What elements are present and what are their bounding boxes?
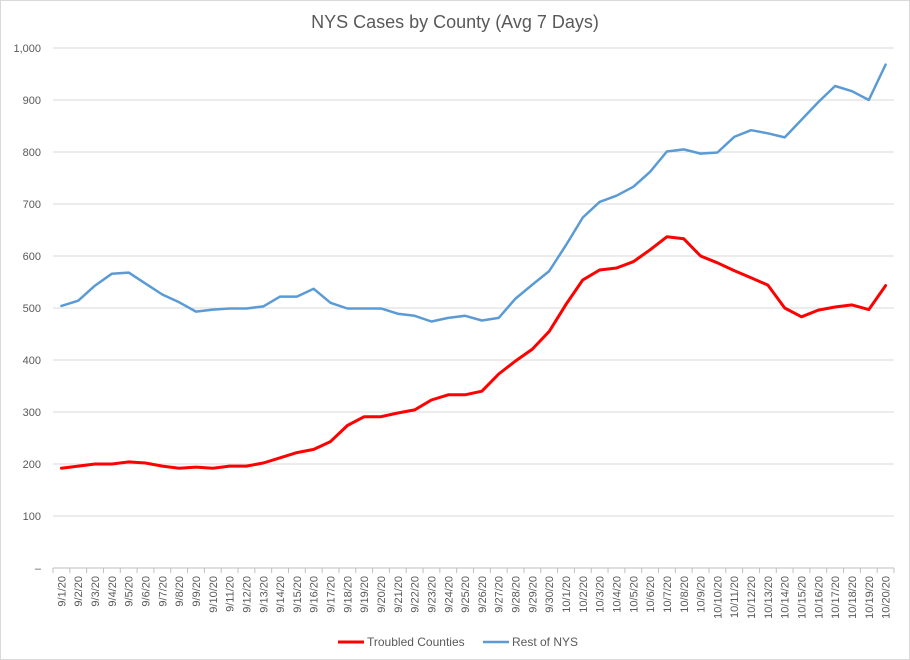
x-tick-label: 9/28/20 — [511, 576, 523, 613]
x-tick-label: 9/19/20 — [359, 576, 371, 613]
x-tick-label: 9/13/20 — [258, 576, 270, 613]
legend: Troubled Counties Rest of NYS — [338, 635, 578, 649]
x-tick-label: 9/6/20 — [141, 576, 153, 607]
x-tick-label: 10/20/20 — [881, 576, 893, 619]
x-tick-label: 10/10/20 — [712, 576, 724, 619]
x-tick-label: 10/4/20 — [611, 576, 623, 613]
x-tick-label: 9/22/20 — [410, 576, 422, 613]
x-tick-label: 10/16/20 — [813, 576, 825, 619]
chart-title: NYS Cases by County (Avg 7 Days) — [311, 12, 599, 32]
y-tick-label: 400 — [23, 355, 41, 367]
x-tick-label: 9/24/20 — [443, 576, 455, 613]
x-tick-label: 9/20/20 — [376, 576, 388, 613]
x-tick-label: 10/14/20 — [780, 576, 792, 619]
x-tick-label: 9/12/20 — [241, 576, 253, 613]
x-tick-label: 10/17/20 — [830, 576, 842, 619]
x-tick-label: 9/8/20 — [174, 576, 186, 607]
x-tick-label: 10/15/20 — [796, 576, 808, 619]
x-tick-label: 9/1/20 — [56, 576, 68, 607]
series-lines — [59, 63, 888, 470]
legend-troubled-counties-label: Troubled Counties — [367, 635, 465, 649]
x-tick-label: 9/26/20 — [477, 576, 489, 613]
x-tick-label: 9/21/20 — [393, 576, 405, 613]
x-tick-label: 9/25/20 — [460, 576, 472, 613]
y-tick-label: – — [35, 563, 42, 575]
legend-rest-of-nys: Rest of NYS — [483, 635, 578, 649]
y-tick-label: 300 — [23, 407, 41, 419]
x-tick-label: 10/1/20 — [561, 576, 573, 613]
y-tick-label: 700 — [23, 199, 41, 211]
x-tick-label: 9/4/20 — [107, 576, 119, 607]
x-tick-label: 10/3/20 — [595, 576, 607, 613]
y-tick-label: 100 — [23, 511, 41, 523]
x-tick-label: 9/16/20 — [309, 576, 321, 613]
y-tick-label: 800 — [23, 147, 41, 159]
gridlines — [53, 47, 894, 569]
x-tick-label: 10/5/20 — [628, 576, 640, 613]
x-tick-label: 9/27/20 — [494, 576, 506, 613]
x-tick-label: 10/7/20 — [662, 576, 674, 613]
x-tick-label: 10/18/20 — [847, 576, 859, 619]
x-tick-label: 9/15/20 — [292, 576, 304, 613]
x-tick-label: 9/11/20 — [225, 576, 237, 612]
x-tick-label: 10/11/20 — [729, 576, 741, 618]
x-axis-ticks: 9/1/20 9/2/20 9/3/20 9/4/20 9/5/20 9/6/20 9/7/… — [52, 568, 895, 619]
x-tick-label: 9/30/20 — [544, 576, 556, 613]
x-tick-label: 10/19/20 — [864, 576, 876, 619]
legend-rest-of-nys-label: Rest of NYS — [512, 635, 578, 649]
x-tick-label: 9/10/20 — [208, 576, 220, 613]
x-tick-label: 10/9/20 — [696, 576, 708, 613]
x-tick-label: 10/12/20 — [746, 576, 758, 619]
series-line-rest-of-nys — [60, 63, 887, 323]
legend-troubled-counties: Troubled Counties — [338, 635, 465, 649]
x-tick-label: 9/2/20 — [73, 576, 85, 607]
x-tick-label: 10/8/20 — [679, 576, 691, 613]
y-tick-label: 500 — [23, 303, 41, 315]
series-line-troubled-counties — [59, 235, 888, 470]
x-tick-label: 9/29/20 — [527, 576, 539, 613]
x-tick-label: 9/23/20 — [426, 576, 438, 613]
x-tick-label: 9/17/20 — [326, 576, 338, 613]
y-axis-ticks: – 100 200 300 400 500 600 700 800 900 1,000 — [13, 43, 41, 575]
x-tick-label: 9/9/20 — [191, 576, 203, 607]
x-tick-label: 9/3/20 — [90, 576, 102, 607]
x-tick-label: 9/7/20 — [157, 576, 169, 607]
x-tick-label: 10/6/20 — [645, 576, 657, 613]
y-tick-label: 600 — [23, 251, 41, 263]
x-tick-label: 10/2/20 — [578, 576, 590, 613]
x-tick-label: 9/14/20 — [275, 576, 287, 613]
x-tick-label: 9/18/20 — [342, 576, 354, 613]
y-tick-label: 1,000 — [13, 43, 41, 55]
x-tick-label: 9/5/20 — [124, 576, 136, 607]
y-tick-label: 900 — [23, 95, 41, 107]
y-tick-label: 200 — [23, 459, 41, 471]
x-tick-label: 10/13/20 — [763, 576, 775, 619]
